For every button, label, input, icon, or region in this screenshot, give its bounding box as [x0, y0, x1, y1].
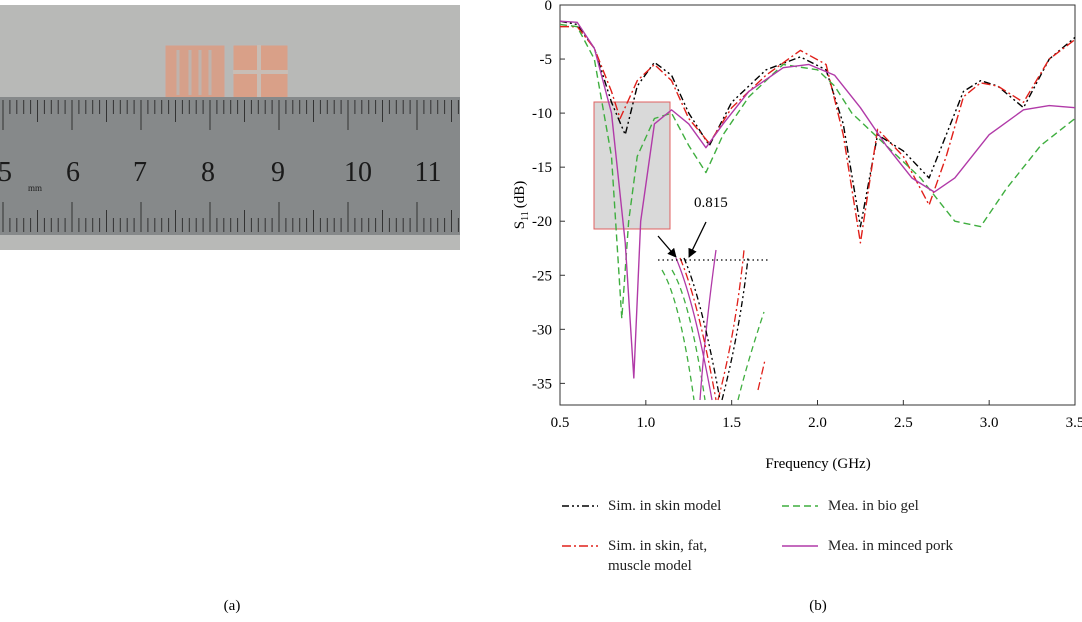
x-tick-label: 3.5 — [1066, 415, 1082, 431]
ruler-label: 9 — [271, 157, 285, 188]
series-line — [560, 23, 1076, 320]
inset-curve — [661, 269, 765, 401]
chip-slot — [176, 50, 212, 95]
ruler-label: 10 — [344, 157, 372, 188]
x-axis-title: Frequency (GHz) — [765, 456, 870, 472]
y-tick-label: 0 — [545, 0, 553, 14]
legend-label: Sim. in skin model — [608, 498, 722, 514]
arrow — [657, 235, 677, 258]
ruler-label: 11 — [415, 157, 442, 188]
highlight-box — [593, 101, 671, 230]
y-axis-title: S11 (dB) — [512, 181, 531, 229]
y-tick-label: -35 — [532, 376, 552, 392]
series-line — [560, 25, 1076, 244]
x-tick-label: 1.5 — [722, 415, 741, 431]
x-tick-label: 1.0 — [636, 415, 655, 431]
legend-entry: Mea. in bio gel — [780, 496, 958, 516]
annotation: 0.815 — [694, 195, 728, 211]
y-axis-title-part: S — [512, 221, 528, 229]
chip-slot — [233, 45, 288, 100]
legend-swatch — [562, 505, 598, 507]
panel-label: (a) — [224, 598, 241, 614]
y-tick-label: -10 — [532, 106, 552, 122]
x-tick-label: 0.5 — [551, 415, 570, 431]
ruler-label: 5 — [0, 157, 12, 188]
ruler-labels: 5 6 7 8 9 10 11 — [0, 157, 441, 188]
legend-label: Mea. in minced pork — [828, 538, 953, 554]
y-tick-label: -25 — [532, 268, 552, 284]
y-axis-title-part: 11 — [520, 211, 531, 221]
chip — [164, 44, 226, 101]
y-tick-label: -15 — [532, 160, 552, 176]
legend-label: Sim. in skin, fat, muscle model — [608, 538, 708, 574]
legend-entry: Mea. in minced pork — [780, 536, 958, 556]
y-tick-label: -20 — [532, 214, 552, 230]
inset-curve — [675, 249, 717, 401]
inset — [657, 221, 770, 401]
inset-curve — [679, 249, 766, 401]
ruler-label: 7 — [133, 157, 147, 188]
y-axis-title-part: (dB) — [512, 181, 528, 209]
ruler-label: 6 — [66, 157, 80, 188]
series-group — [560, 20, 1076, 379]
inset-curve — [683, 257, 749, 401]
ruler-unit: mm — [28, 183, 42, 193]
x-tick-label: 3.0 — [980, 415, 999, 431]
ruler — [0, 97, 460, 235]
y-tick-label: -30 — [532, 322, 552, 338]
ruler-label: 8 — [201, 157, 215, 188]
x-tick-label: 2.0 — [808, 415, 827, 431]
legend-swatch — [782, 505, 818, 507]
legend-entry: Sim. in skin model — [560, 496, 738, 516]
series-line — [560, 20, 1076, 379]
x-tick-label: 2.5 — [894, 415, 913, 431]
y-tick-label: -5 — [540, 52, 553, 68]
legend-label: Mea. in bio gel — [828, 498, 919, 514]
photo: 5 6 7 8 9 10 11 mm — [0, 5, 460, 250]
legend-swatch — [782, 545, 818, 547]
panel-label: (b) — [809, 598, 827, 614]
arrow — [688, 221, 707, 258]
ruler-ticks — [2, 100, 459, 232]
legend-swatch — [562, 545, 598, 547]
legend-entry: Sim. in skin, fat, muscle model — [560, 536, 738, 576]
series-line — [560, 20, 1076, 228]
